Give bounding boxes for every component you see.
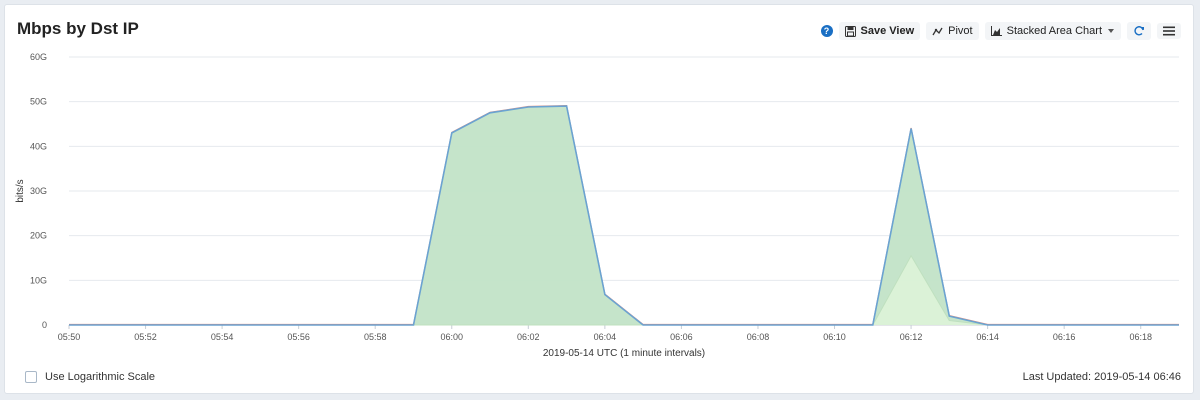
x-tick-label: 06:18 <box>1129 332 1152 342</box>
x-tick-label: 05:50 <box>58 332 81 342</box>
last-updated-prefix: Last Updated: <box>1022 371 1092 383</box>
save-view-button[interactable]: Save View <box>838 22 921 40</box>
x-tick-label: 06:06 <box>670 332 693 342</box>
y-tick-label: 10G <box>30 275 47 285</box>
y-tick-label: 60G <box>30 52 47 62</box>
question-circle-icon[interactable]: ? <box>820 25 833 37</box>
hamburger-menu-icon <box>1163 26 1175 36</box>
area-chart-icon <box>990 26 1002 36</box>
y-tick-label: 40G <box>30 141 47 151</box>
save-view-label: Save View <box>860 25 915 37</box>
series-3-line <box>69 104 1179 326</box>
log-scale-toggle[interactable]: Use Logarithmic Scale <box>25 371 155 383</box>
log-scale-checkbox[interactable] <box>25 371 37 383</box>
menu-button[interactable] <box>1157 23 1181 39</box>
x-tick-label: 05:52 <box>134 332 157 342</box>
y-axis-label: bits/s <box>15 179 26 202</box>
series-2-area <box>69 106 1179 325</box>
caret-down-icon <box>1107 28 1115 34</box>
x-tick-label: 06:00 <box>440 332 463 342</box>
x-tick-label: 06:04 <box>594 332 617 342</box>
x-tick-label: 06:02 <box>517 332 540 342</box>
x-tick-label: 05:54 <box>211 332 234 342</box>
x-tick-label: 05:58 <box>364 332 387 342</box>
y-tick-label: 20G <box>30 231 47 241</box>
chart-type-label: Stacked Area Chart <box>1006 25 1102 37</box>
chart-type-dropdown[interactable]: Stacked Area Chart <box>984 22 1121 40</box>
x-tick-label: 06:08 <box>747 332 770 342</box>
x-tick-label: 06:10 <box>823 332 846 342</box>
y-tick-label: 50G <box>30 97 47 107</box>
refresh-icon <box>1133 25 1145 37</box>
toolbar: ? Save View Pivot Stacked Area Chart <box>820 19 1181 43</box>
series-2-line <box>69 105 1179 326</box>
last-updated: Last Updated: 2019-05-14 06:46 <box>1023 371 1181 383</box>
floppy-disk-icon <box>844 25 856 37</box>
log-scale-label: Use Logarithmic Scale <box>45 371 156 383</box>
x-axis-label: 2019-05-14 UTC (1 minute intervals) <box>543 348 705 359</box>
pivot-label: Pivot <box>948 25 973 37</box>
last-updated-value: 2019-05-14 06:46 <box>1094 371 1181 383</box>
pivot-button[interactable]: Pivot <box>926 22 979 40</box>
y-tick-label: 0 <box>42 320 47 330</box>
x-tick-label: 05:56 <box>287 332 310 342</box>
pivot-icon <box>932 26 943 37</box>
x-tick-label: 06:12 <box>900 332 923 342</box>
x-tick-label: 06:16 <box>1053 332 1076 342</box>
y-tick-label: 30G <box>30 186 47 196</box>
series-1-area <box>69 255 1179 325</box>
stacked-area-chart: 0 10G 20G 30G 40G 50G 60G 05:50 05:52 05:54 05:56 0… <box>15 52 1179 359</box>
panel-title: Mbps by Dst IP <box>17 19 139 38</box>
chart-panel: Mbps by Dst IP ? Save View Pivot Stacked… <box>4 4 1194 394</box>
x-tick-label: 06:14 <box>976 332 999 342</box>
refresh-button[interactable] <box>1127 22 1151 40</box>
